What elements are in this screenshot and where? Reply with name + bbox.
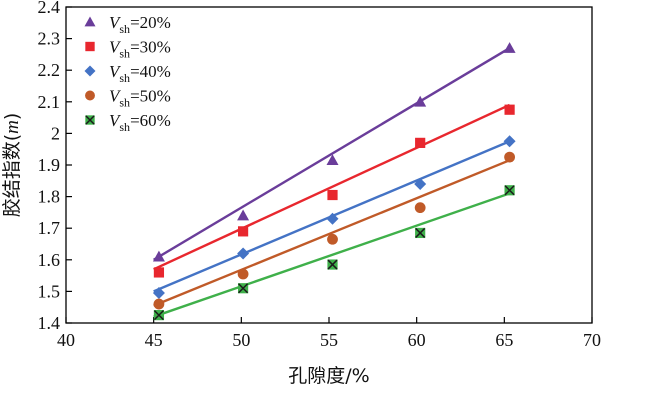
data-point-triangle: [414, 95, 427, 107]
legend-var: V: [109, 62, 122, 81]
data-point-x: [504, 185, 515, 196]
data-point-square: [327, 189, 338, 201]
series: [152, 42, 516, 262]
x-tick-label: 50: [232, 330, 250, 350]
series: [153, 151, 515, 310]
legend-subscript: sh: [119, 22, 130, 36]
x-axis-title: 孔隙度/%: [288, 365, 369, 387]
legend-subscript: sh: [119, 47, 130, 61]
data-point-triangle: [503, 42, 516, 53]
data-point-box-x: [85, 115, 95, 125]
y-tick-label: 1.4: [38, 313, 61, 333]
legend-item: Vsh=60%: [85, 111, 171, 134]
legend: Vsh=20%Vsh=30%Vsh=40%Vsh=50%Vsh=60%: [84, 13, 171, 134]
y-tick-label: 1.8: [38, 187, 61, 207]
data-point-x: [153, 310, 164, 321]
series: [153, 103, 515, 278]
legend-label: Vsh=40%: [109, 62, 171, 85]
legend-label: Vsh=60%: [109, 111, 171, 134]
data-point-triangle: [237, 209, 250, 221]
legend-item: Vsh=20%: [84, 13, 171, 36]
x-tick-label: 70: [583, 330, 601, 350]
data-point-circle: [85, 90, 95, 101]
x-tick-label: 65: [495, 330, 513, 350]
y-tick-label: 1.5: [38, 281, 61, 301]
data-point-box-x: [415, 227, 426, 239]
data-point-circle: [504, 151, 515, 163]
data-point-square: [153, 267, 165, 278]
legend-value: =40%: [130, 62, 171, 81]
y-axis-title-var: m: [2, 120, 23, 134]
legend-item: Vsh=50%: [85, 87, 171, 110]
data-point-circle: [153, 298, 165, 310]
legend-value: =30%: [130, 38, 171, 57]
data-point-x: [85, 115, 95, 125]
data-point-circle: [414, 202, 426, 214]
fit-line: [153, 192, 510, 318]
data-point-box-x: [327, 259, 338, 270]
legend-var: V: [109, 13, 122, 32]
x-tick-label: 45: [145, 330, 163, 350]
legend-item: Vsh=40%: [84, 62, 171, 85]
y-tick-label: 2.4: [38, 0, 61, 17]
y-tick-label: 2.2: [38, 60, 61, 80]
data-point-square: [415, 137, 426, 148]
legend-value: =60%: [130, 111, 171, 130]
series-layer: [152, 42, 516, 321]
legend-label: Vsh=30%: [109, 38, 171, 61]
legend-value: =20%: [130, 13, 171, 32]
axis-ticks: 40 45 50 55 60 65 70 1.4 1.5 1.6 1.7 1.8 1.9 2 2.1 2.2 2…: [38, 0, 602, 350]
series: [153, 185, 515, 321]
data-point-diamond: [414, 177, 427, 190]
y-tick-label: 1.6: [38, 250, 61, 270]
data-point-triangle: [152, 250, 165, 262]
data-point-box-x: [237, 283, 249, 294]
data-point-square: [237, 226, 249, 237]
data-point-diamond: [237, 247, 250, 260]
y-tick-label: 2.1: [38, 92, 61, 112]
y-tick-label: 2: [51, 123, 60, 143]
legend-subscript: sh: [119, 120, 130, 134]
legend-label: Vsh=20%: [109, 13, 171, 36]
data-point-square: [85, 41, 95, 52]
series: [152, 135, 516, 299]
legend-value: =50%: [130, 87, 171, 106]
data-point-diamond: [326, 212, 339, 225]
legend-var: V: [109, 38, 122, 57]
data-point-circle: [327, 233, 338, 245]
legend-item: Vsh=30%: [85, 38, 171, 61]
y-tick-label: 2.3: [38, 29, 61, 49]
fit-line: [153, 103, 511, 271]
legend-label: Vsh=50%: [109, 87, 171, 110]
y-axis-title: 胶结指数(m): [1, 113, 23, 218]
data-point-diamond: [84, 65, 96, 77]
y-axis-title-main: 胶结指数: [1, 141, 23, 217]
fit-line: [153, 159, 511, 307]
x-tick-label: 40: [57, 330, 75, 350]
data-point-triangle: [84, 16, 96, 27]
data-point-box-x: [504, 185, 515, 196]
data-point-triangle: [326, 154, 339, 166]
x-tick-label: 55: [320, 330, 338, 350]
legend-var: V: [109, 111, 122, 130]
data-point-box-x: [153, 310, 165, 321]
y-tick-label: 1.7: [38, 218, 61, 238]
data-point-x: [415, 227, 426, 238]
y-tick-label: 1.9: [38, 155, 61, 175]
legend-var: V: [109, 87, 122, 106]
legend-subscript: sh: [119, 71, 130, 85]
data-point-circle: [237, 268, 249, 280]
fit-line: [153, 47, 511, 261]
legend-subscript: sh: [119, 96, 130, 110]
data-point-x: [327, 259, 338, 270]
x-tick-label: 60: [408, 330, 426, 350]
data-point-x: [238, 283, 249, 294]
data-point-diamond: [152, 286, 165, 299]
data-point-diamond: [503, 135, 516, 148]
data-point-square: [504, 104, 515, 115]
